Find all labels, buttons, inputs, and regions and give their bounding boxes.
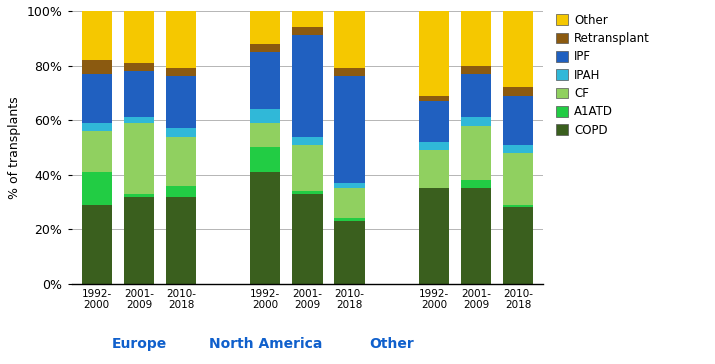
Bar (335, 189, 365, 218)
Bar (250, 11, 280, 44)
Bar (419, 101, 449, 142)
Bar (82, 123, 112, 131)
Bar (166, 128, 196, 136)
Bar (250, 109, 280, 123)
Bar (250, 172, 280, 284)
Bar (250, 123, 280, 147)
Bar (460, 180, 491, 189)
Bar (292, 35, 322, 136)
Bar (166, 76, 196, 128)
Bar (82, 205, 112, 284)
Bar (460, 189, 491, 284)
Bar (335, 221, 365, 284)
Bar (166, 68, 196, 76)
Bar (82, 60, 112, 74)
Bar (166, 197, 196, 284)
Bar (460, 66, 491, 74)
Text: North America: North America (209, 337, 322, 351)
Bar (292, 194, 322, 284)
Bar (460, 126, 491, 180)
Text: Europe: Europe (112, 337, 167, 351)
Bar (503, 87, 533, 95)
Bar (419, 95, 449, 101)
Bar (503, 207, 533, 284)
Bar (166, 11, 196, 68)
Bar (124, 71, 154, 117)
Bar (335, 11, 365, 68)
Bar (460, 117, 491, 126)
Bar (419, 189, 449, 284)
Bar (503, 205, 533, 207)
Bar (292, 11, 322, 27)
Bar (124, 123, 154, 194)
Bar (292, 27, 322, 35)
Bar (292, 191, 322, 194)
Bar (503, 95, 533, 145)
Bar (419, 11, 449, 95)
Bar (82, 131, 112, 172)
Text: Other: Other (370, 337, 414, 351)
Bar (124, 197, 154, 284)
Bar (124, 194, 154, 197)
Bar (166, 136, 196, 186)
Bar (292, 145, 322, 191)
Bar (250, 44, 280, 52)
Bar (503, 153, 533, 205)
Bar (460, 74, 491, 117)
Bar (124, 11, 154, 63)
Bar (82, 11, 112, 60)
Bar (124, 63, 154, 71)
Bar (503, 145, 533, 153)
Bar (335, 183, 365, 189)
Bar (82, 172, 112, 205)
Bar (335, 76, 365, 183)
Legend: Other, Retransplant, IPF, IPAH, CF, A1ATD, COPD: Other, Retransplant, IPF, IPAH, CF, A1AT… (554, 11, 652, 139)
Bar (124, 117, 154, 123)
Y-axis label: % of transplants: % of transplants (8, 96, 21, 199)
Bar (166, 186, 196, 197)
Bar (335, 68, 365, 76)
Bar (292, 136, 322, 145)
Bar (503, 11, 533, 87)
Bar (419, 150, 449, 189)
Bar (419, 142, 449, 150)
Bar (460, 11, 491, 66)
Bar (250, 147, 280, 172)
Bar (250, 52, 280, 109)
Bar (82, 74, 112, 123)
Bar (335, 218, 365, 221)
